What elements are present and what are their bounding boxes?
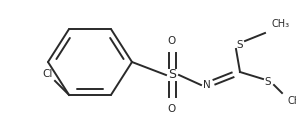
Text: N: N [203, 80, 211, 90]
Text: S: S [265, 77, 271, 87]
Text: CH₃: CH₃ [287, 96, 296, 106]
Text: CH₃: CH₃ [271, 19, 289, 29]
Text: S: S [237, 40, 243, 50]
Text: S: S [168, 69, 176, 81]
Text: Cl: Cl [43, 69, 53, 79]
Text: O: O [168, 36, 176, 46]
Text: O: O [168, 104, 176, 114]
